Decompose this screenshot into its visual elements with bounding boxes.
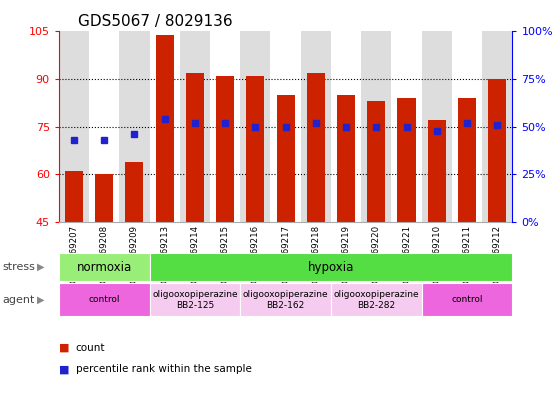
Bar xyxy=(391,31,422,222)
Text: oligooxopiperazine
BB2-125: oligooxopiperazine BB2-125 xyxy=(152,290,237,310)
Bar xyxy=(482,31,512,222)
Text: ▶: ▶ xyxy=(36,295,44,305)
Bar xyxy=(367,101,385,222)
Bar xyxy=(186,73,204,222)
Text: control: control xyxy=(451,295,483,304)
Bar xyxy=(210,31,240,222)
Bar xyxy=(488,79,506,222)
Text: agent: agent xyxy=(3,295,35,305)
Bar xyxy=(59,31,89,222)
Bar xyxy=(307,73,325,222)
Text: control: control xyxy=(88,295,120,304)
Bar xyxy=(180,31,210,222)
Bar xyxy=(95,174,113,222)
Text: hypoxia: hypoxia xyxy=(308,261,354,274)
Text: percentile rank within the sample: percentile rank within the sample xyxy=(76,364,251,375)
Text: ■: ■ xyxy=(59,364,69,375)
Bar xyxy=(422,31,452,222)
Bar xyxy=(65,171,83,222)
Bar xyxy=(277,95,295,222)
Text: ▶: ▶ xyxy=(36,262,44,272)
Text: stress: stress xyxy=(3,262,36,272)
Bar xyxy=(156,35,174,222)
Bar xyxy=(361,31,391,222)
Bar xyxy=(246,76,264,222)
Bar xyxy=(452,31,482,222)
Bar xyxy=(216,76,234,222)
Bar xyxy=(240,31,270,222)
Bar xyxy=(125,162,143,222)
Bar xyxy=(150,31,180,222)
Text: count: count xyxy=(76,343,105,353)
Bar xyxy=(119,31,150,222)
Bar xyxy=(301,31,331,222)
Text: oligooxopiperazine
BB2-282: oligooxopiperazine BB2-282 xyxy=(334,290,419,310)
Text: oligooxopiperazine
BB2-162: oligooxopiperazine BB2-162 xyxy=(243,290,328,310)
Bar xyxy=(337,95,355,222)
Bar xyxy=(270,31,301,222)
Text: GDS5067 / 8029136: GDS5067 / 8029136 xyxy=(78,14,233,29)
Bar xyxy=(428,120,446,222)
Text: normoxia: normoxia xyxy=(77,261,132,274)
Bar xyxy=(89,31,119,222)
Bar xyxy=(398,98,416,222)
Bar xyxy=(331,31,361,222)
Bar xyxy=(458,98,476,222)
Text: ■: ■ xyxy=(59,343,69,353)
